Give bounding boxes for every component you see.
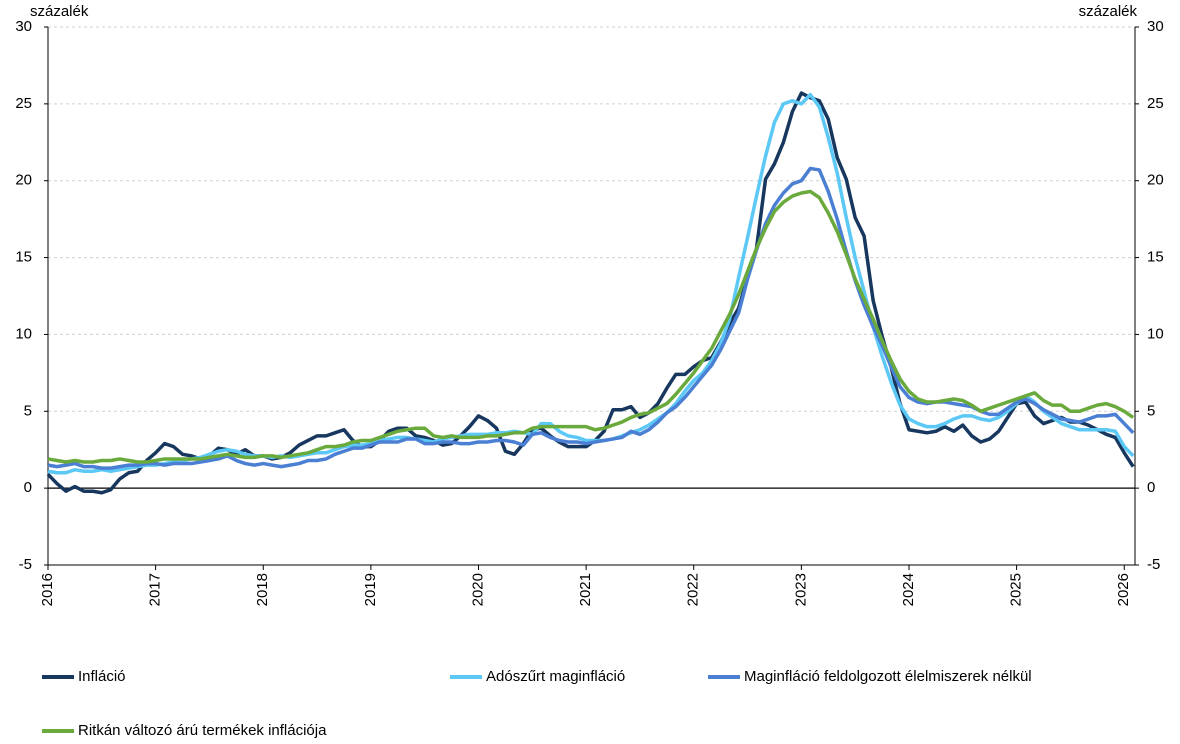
x-tick-label: 2020 (469, 573, 486, 606)
legend-label: Adószűrt maginfláció (486, 668, 625, 685)
y2-tick-label: 0 (1147, 479, 1155, 496)
legend-label: Maginfláció feldolgozott élelmiszerek né… (744, 668, 1032, 685)
y2-axis-label: százalék (1079, 3, 1138, 20)
y-tick-label: 15 (15, 249, 32, 266)
y2-tick-label: 25 (1147, 95, 1164, 112)
y-tick-label: 0 (24, 479, 32, 496)
x-tick-label: 2022 (685, 573, 702, 606)
y2-tick-label: -5 (1147, 556, 1160, 573)
y-tick-label: 20 (15, 172, 32, 189)
x-tick-label: 2025 (1008, 573, 1025, 606)
x-tick-label: 2024 (900, 573, 917, 606)
y2-tick-label: 15 (1147, 249, 1164, 266)
y-tick-label: 10 (15, 325, 32, 342)
y2-tick-label: 30 (1147, 18, 1164, 35)
x-tick-label: 2019 (362, 573, 379, 606)
y-axis-label: százalék (30, 3, 89, 20)
y-tick-label: 25 (15, 95, 32, 112)
series-line (47, 92, 1135, 475)
x-tick-label: 2023 (792, 573, 809, 606)
x-tick-label: 2026 (1115, 573, 1132, 606)
y-tick-label: -5 (19, 556, 32, 573)
x-tick-label: 2018 (254, 573, 271, 606)
y-tick-label: 30 (15, 18, 32, 35)
y2-tick-label: 10 (1147, 325, 1164, 342)
legend-label: Ritkán változó árú termékek inflációja (78, 722, 327, 739)
legend-label: Infláció (78, 668, 126, 685)
y2-tick-label: 5 (1147, 402, 1155, 419)
x-tick-label: 2021 (577, 573, 594, 606)
series-line (46, 91, 1135, 495)
x-tick-label: 2016 (39, 573, 56, 606)
y2-tick-label: 20 (1147, 172, 1164, 189)
series-line (47, 166, 1135, 470)
y-tick-label: 5 (24, 402, 32, 419)
series-line (47, 189, 1135, 464)
x-tick-label: 2017 (147, 573, 164, 606)
